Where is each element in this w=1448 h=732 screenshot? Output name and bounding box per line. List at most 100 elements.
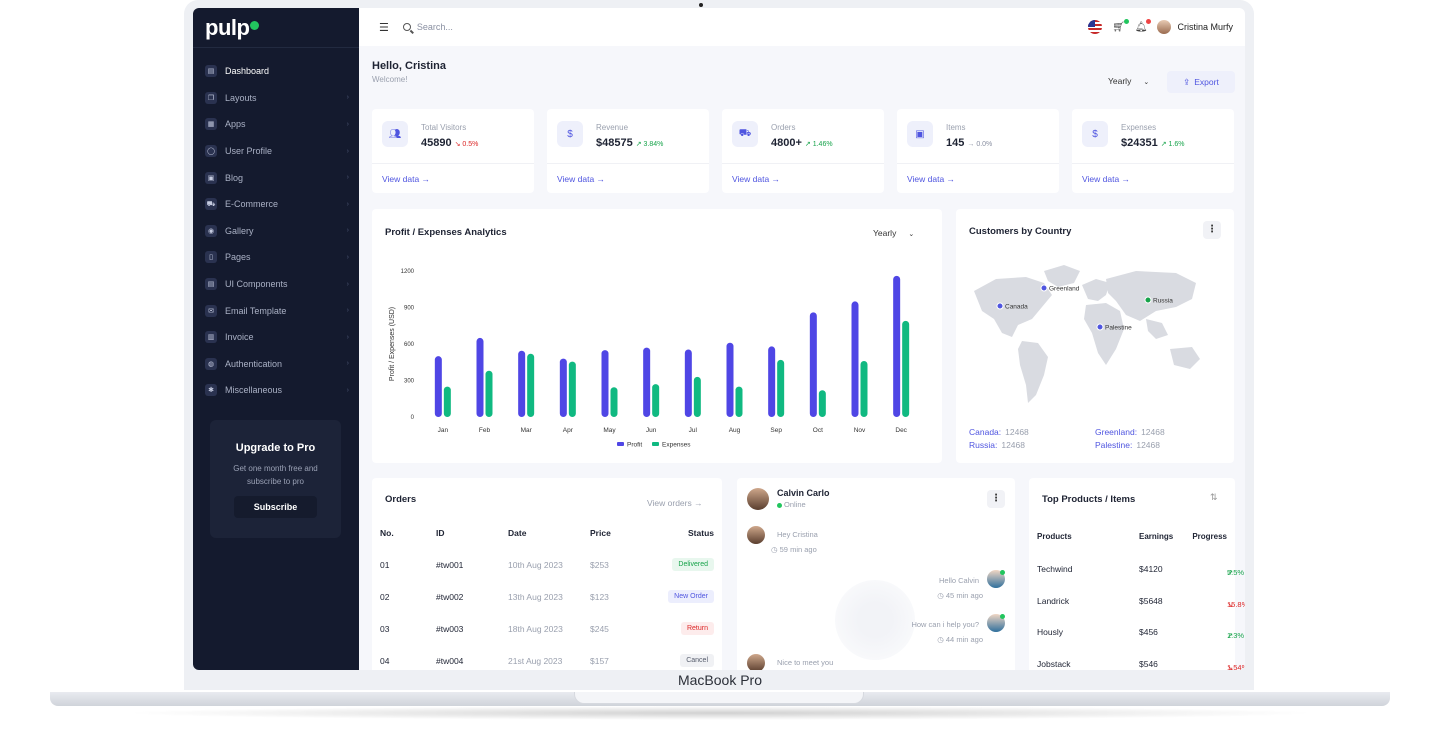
sidebar-item-ui-components[interactable]: ▤ UI Components › bbox=[193, 271, 359, 298]
map-marker-greenland[interactable] bbox=[1040, 284, 1048, 292]
view-data-link[interactable]: View data → bbox=[1082, 174, 1130, 184]
map-marker-canada[interactable] bbox=[996, 302, 1004, 310]
map-marker-palestine[interactable] bbox=[1096, 323, 1104, 331]
table-row[interactable]: 01 #tw001 10th Aug 2023 $253 Delivered bbox=[372, 556, 722, 576]
sidebar-item-label: Authentication bbox=[225, 358, 283, 369]
more-options-icon[interactable]: ⋮ bbox=[1203, 221, 1221, 239]
upgrade-text: Get one month free and subscribe to pro bbox=[233, 464, 318, 486]
sidebar-item-e-commerce[interactable]: ⛟ E-Commerce › bbox=[193, 191, 359, 218]
bar-profit-may[interactable] bbox=[601, 350, 609, 417]
view-orders-link[interactable]: View orders → bbox=[647, 498, 703, 508]
clock-icon: ◷ bbox=[771, 545, 780, 554]
bar-expenses-feb[interactable] bbox=[485, 370, 493, 417]
bar-expenses-aug[interactable] bbox=[735, 386, 743, 417]
x-tick-label: Nov bbox=[854, 427, 866, 434]
bar-expenses-nov[interactable] bbox=[860, 361, 868, 417]
bar-profit-feb[interactable] bbox=[476, 337, 484, 417]
sidebar-item-user-profile[interactable]: ◯ User Profile › bbox=[193, 138, 359, 165]
view-data-link[interactable]: View data → bbox=[382, 174, 430, 184]
table-row[interactable]: Hously $456 ↗ 1.3% bbox=[1029, 623, 1244, 643]
table-row[interactable]: 03 #tw003 18th Aug 2023 $245 Return bbox=[372, 620, 722, 640]
order-date: 10th Aug 2023 bbox=[508, 560, 563, 570]
bar-expenses-jun[interactable] bbox=[652, 384, 660, 417]
divider bbox=[1072, 163, 1234, 164]
bar-expenses-may[interactable] bbox=[610, 387, 618, 417]
bar-profit-jun[interactable] bbox=[643, 347, 651, 417]
sidebar-item-apps[interactable]: ▦ Apps › bbox=[193, 111, 359, 138]
bar-expenses-jan[interactable] bbox=[443, 386, 451, 417]
bar-expenses-oct[interactable] bbox=[818, 390, 826, 417]
sort-icon[interactable]: ⇅ bbox=[1210, 492, 1218, 502]
trend-down-icon: ↘ bbox=[1227, 662, 1234, 671]
sidebar-nav: ▤ Dashboard ❐ Layouts › ▦ Apps › ◯ User Profile › ▣… bbox=[193, 48, 359, 404]
sidebar-item-email-template[interactable]: ✉ Email Template › bbox=[193, 297, 359, 324]
topbar-actions: 🛒︎ 🔔︎ Cristina Murfy bbox=[1088, 8, 1233, 46]
search-input[interactable]: Search... bbox=[416, 22, 453, 32]
country-stat: Palestine: 12468 bbox=[1095, 440, 1160, 450]
map-marker-russia[interactable] bbox=[1144, 296, 1152, 304]
table-row[interactable]: 02 #tw002 13th Aug 2023 $123 New Order bbox=[372, 588, 722, 608]
cart-icon[interactable]: 🛒︎ bbox=[1112, 18, 1129, 33]
bar-expenses-mar[interactable] bbox=[527, 353, 535, 417]
sidebar-item-gallery[interactable]: ◉ Gallery › bbox=[193, 218, 359, 245]
table-row[interactable]: Landrick $5648 ↘ 15.8% bbox=[1029, 592, 1245, 612]
invoice-icon: ▥ bbox=[205, 331, 217, 344]
search-bar[interactable]: Search... bbox=[402, 22, 453, 32]
map-marker-label: Russia bbox=[1153, 298, 1173, 305]
view-data-link[interactable]: View data → bbox=[732, 174, 780, 184]
bar-profit-mar[interactable] bbox=[518, 350, 526, 417]
bar-profit-aug[interactable] bbox=[726, 342, 734, 417]
bar-profit-nov[interactable] bbox=[851, 301, 859, 417]
us-flag-icon[interactable] bbox=[1088, 20, 1103, 34]
view-data-link[interactable]: View data → bbox=[557, 174, 605, 184]
table-row[interactable]: Techwind $4120 ↗ 5.5% bbox=[1029, 560, 1244, 580]
stat-label: Items bbox=[946, 123, 966, 132]
table-row[interactable]: Jobstack $546 ↘ 1.54% bbox=[1029, 655, 1245, 671]
bar-profit-apr[interactable] bbox=[559, 358, 567, 417]
user-icon: ◯ bbox=[205, 145, 217, 158]
period-select[interactable]: Yearly ⌄ bbox=[1108, 76, 1149, 86]
bar-profit-jul[interactable] bbox=[684, 349, 692, 417]
sidebar-item-layouts[interactable]: ❐ Layouts › bbox=[193, 85, 359, 112]
chat-card: Calvin Carlo Online ⋮ Hey Cristina ◷ 59 m… bbox=[737, 478, 1015, 670]
sidebar-item-dashboard[interactable]: ▤ Dashboard bbox=[193, 58, 359, 85]
subscribe-button[interactable]: Subscribe bbox=[233, 496, 318, 518]
progress-value: 1.54% bbox=[1227, 662, 1245, 671]
sidebar-item-miscellaneous[interactable]: ✱ Miscellaneous › bbox=[193, 377, 359, 404]
chart-icon: ▤ bbox=[205, 278, 217, 291]
analytics-period-select[interactable]: Yearly ⌄ bbox=[873, 228, 914, 238]
view-data-link[interactable]: View data → bbox=[907, 174, 955, 184]
bell-icon[interactable]: 🔔︎ bbox=[1135, 18, 1152, 33]
bar-expenses-apr[interactable] bbox=[568, 361, 576, 417]
bar-profit-jan[interactable] bbox=[434, 356, 442, 417]
bar-expenses-jul[interactable] bbox=[693, 376, 701, 417]
view-data-label: View data bbox=[382, 174, 420, 184]
sidebar-item-blog[interactable]: ▣ Blog › bbox=[193, 164, 359, 191]
country-value: 12468 bbox=[1005, 427, 1029, 437]
bar-profit-dec[interactable] bbox=[893, 275, 901, 417]
y-tick-label: 900 bbox=[404, 306, 415, 312]
mail-icon: ✉ bbox=[205, 304, 217, 317]
bar-expenses-dec[interactable] bbox=[902, 320, 910, 417]
order-no: 02 bbox=[380, 592, 390, 602]
chat-options-icon[interactable]: ⋮ bbox=[987, 490, 1005, 508]
country-stat: Russia: 12468 bbox=[969, 440, 1025, 450]
bar-expenses-sep[interactable] bbox=[777, 359, 785, 417]
chat-message-text: How can i help you? bbox=[911, 620, 979, 629]
stat-value-number: $24351 bbox=[1121, 137, 1158, 149]
status-badge: New Order bbox=[668, 590, 714, 603]
menu-icon[interactable]: ☰ bbox=[379, 21, 389, 34]
order-price: $123 bbox=[590, 592, 609, 602]
orders-title: Orders bbox=[385, 494, 417, 505]
sidebar-item-authentication[interactable]: ◍ Authentication › bbox=[193, 351, 359, 378]
bar-profit-sep[interactable] bbox=[768, 346, 776, 417]
bar-profit-oct[interactable] bbox=[809, 312, 817, 417]
table-row[interactable]: 04 #tw004 21st Aug 2023 $157 Cancel bbox=[372, 652, 722, 670]
sidebar-item-invoice[interactable]: ▥ Invoice › bbox=[193, 324, 359, 351]
user-menu[interactable]: Cristina Murfy bbox=[1157, 20, 1233, 34]
logo[interactable]: pulp bbox=[193, 8, 359, 48]
stat-change-value: 0.0% bbox=[976, 141, 993, 148]
export-button[interactable]: ⇪ Export bbox=[1167, 71, 1235, 93]
progress-value: 5.5% bbox=[1227, 568, 1245, 577]
sidebar-item-pages[interactable]: ▯ Pages › bbox=[193, 244, 359, 271]
